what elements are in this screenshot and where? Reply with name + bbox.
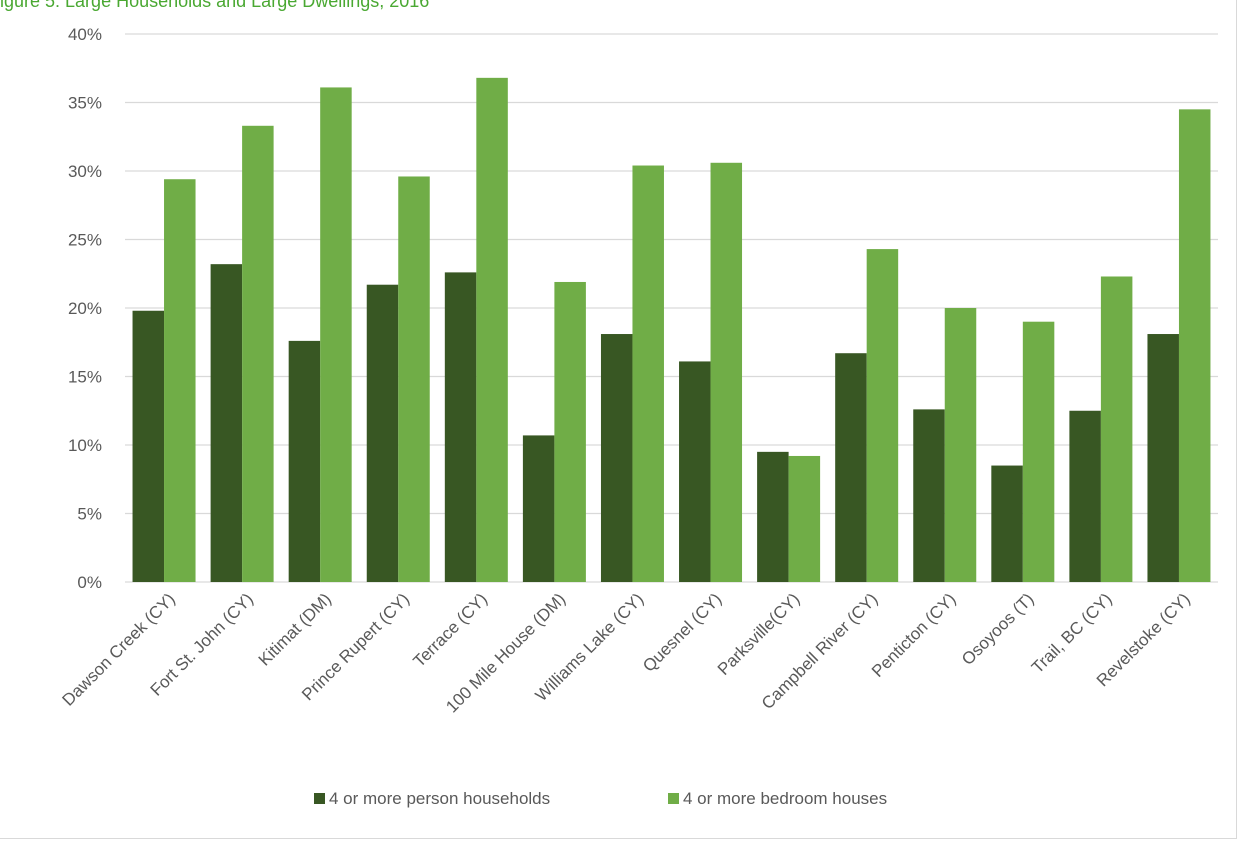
y-tick-label: 30% (68, 162, 102, 181)
bar-bedrooms (866, 249, 899, 582)
bar-households (132, 310, 165, 582)
figure-caption: igure 5: Large Households and Large Dwel… (0, 0, 430, 11)
bar-bedrooms (164, 179, 196, 582)
bar-bedrooms (476, 77, 508, 582)
bar-households (522, 435, 555, 582)
bar-bedrooms (632, 165, 664, 582)
bar-households (444, 272, 477, 582)
bar-households (1069, 410, 1101, 582)
bar-households (600, 334, 633, 582)
x-category-label: Terrace (CY) (410, 589, 492, 671)
legend-label: 4 or more person households (329, 789, 550, 808)
y-tick-label: 35% (68, 94, 102, 113)
bar-bedrooms (320, 87, 352, 583)
y-tick-label: 0% (77, 573, 102, 592)
bar-households (679, 361, 711, 582)
bar-households (913, 409, 945, 582)
bar-households (1147, 334, 1179, 582)
bar-households (288, 340, 321, 582)
bars (132, 77, 1211, 583)
y-tick-label: 40% (68, 25, 102, 44)
x-category-label: Parksville(CY) (714, 589, 804, 679)
x-category-label: Osoyoos (T) (958, 589, 1038, 669)
bar-bedrooms (398, 176, 430, 583)
x-category-label: Penticton (CY) (868, 589, 960, 681)
bar-households (835, 353, 867, 582)
x-category-label: Kitimat (DM) (255, 589, 335, 669)
y-tick-label: 5% (77, 505, 102, 524)
x-category-label: Quesnel (CY) (639, 589, 725, 675)
bar-bedrooms (1022, 321, 1055, 582)
y-tick-label: 10% (68, 436, 102, 455)
bar-bedrooms (554, 281, 586, 582)
legend: 4 or more person households 4 or more bed… (314, 789, 887, 808)
bar-households (366, 284, 399, 582)
bar-bedrooms (1100, 276, 1133, 582)
legend-swatch (314, 793, 325, 804)
y-tick-label: 15% (68, 368, 102, 387)
bar-bedrooms (242, 125, 274, 582)
bar-households (757, 451, 789, 582)
x-axis-categories: Dawson Creek (CY)Fort St. John (CY)Kitim… (59, 589, 1194, 716)
bar-bedrooms (788, 455, 821, 582)
bar-households (210, 264, 243, 582)
bar-bedrooms (1178, 109, 1211, 582)
bar-bedrooms (944, 308, 977, 582)
legend-swatch (668, 793, 679, 804)
x-category-label: Trail, BC (CY) (1028, 589, 1116, 677)
bar-bedrooms (710, 162, 743, 582)
bar-households (991, 465, 1023, 582)
y-axis-ticks: 0% 5% 10% 15% 20% 25% 30% 35% 40% (68, 25, 102, 592)
legend-label: 4 or more bedroom houses (683, 789, 887, 808)
y-tick-label: 20% (68, 299, 102, 318)
y-tick-label: 25% (68, 231, 102, 250)
